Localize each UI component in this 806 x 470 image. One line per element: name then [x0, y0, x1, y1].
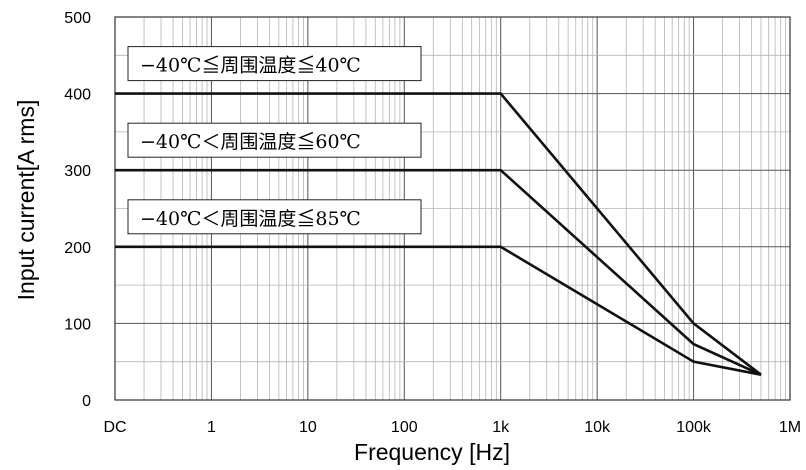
x-tick-label: 100	[391, 419, 418, 436]
x-tick-label: 1	[207, 419, 216, 436]
legend-box-3	[127, 199, 422, 235]
y-tick-label: 400	[64, 87, 91, 104]
legend-labels: −40℃≦周围温度≦40℃ −40℃＜周围温度≦60℃ −40℃＜周围温度≦85℃	[127, 46, 422, 235]
legend-label-1: −40℃≦周围温度≦40℃	[140, 55, 361, 77]
x-tick-label: 1M	[779, 419, 801, 436]
y-tick-label: 0	[82, 393, 91, 410]
legend-label-3: −40℃＜周围温度≦85℃	[140, 208, 361, 230]
tick-labels: DC 1 10 100 1k 10k 100k 1M 0 100 200 300 400 500	[64, 10, 801, 436]
series-line-3	[115, 245, 762, 376]
y-tick-label: 300	[64, 163, 91, 180]
plot-border	[114, 16, 791, 401]
series-line-1	[115, 92, 762, 376]
legend-label-2: −40℃＜周围温度≦60℃	[140, 131, 361, 153]
x-tick-label: DC	[103, 419, 126, 436]
y-tick-label: 100	[64, 316, 91, 333]
y-axis-title: Input current[A rms]	[13, 100, 39, 301]
x-tick-label: 1k	[492, 419, 510, 436]
x-tick-label: 100k	[676, 419, 712, 436]
series-lines	[115, 92, 762, 376]
series-line-2	[115, 168, 762, 376]
y-tick-label: 500	[64, 10, 91, 27]
legend-box-1	[127, 46, 422, 82]
y-tick-label: 200	[64, 240, 91, 257]
legend-box-2	[127, 122, 422, 158]
x-tick-label: 10	[299, 419, 317, 436]
x-tick-label: 10k	[584, 419, 611, 436]
x-axis-title: Frequency [Hz]	[354, 439, 510, 465]
